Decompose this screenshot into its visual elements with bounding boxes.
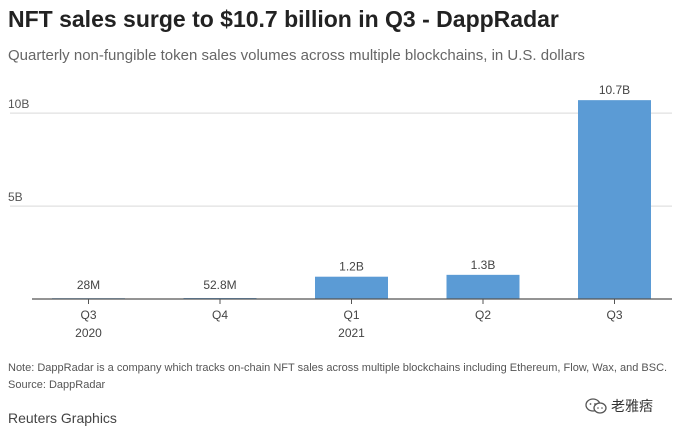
chat-bubble-icon [585, 398, 607, 414]
y-tick-label: 5B [8, 190, 23, 204]
x-tick-label: Q1 [343, 308, 359, 322]
data-label: 52.8M [203, 278, 236, 292]
chart-source: Source: DappRadar [8, 379, 106, 391]
axes: 5B 10B Q3 2020 Q4 Q1 2021 Q2 Q3 [8, 97, 672, 340]
x-tick-label: Q2 [475, 308, 491, 322]
chart-subtitle: Quarterly non-fungible token sales volum… [8, 47, 585, 64]
x-tick-year-label: 2021 [338, 326, 365, 340]
chart-note: Note: DappRadar is a company which track… [8, 362, 668, 374]
graphics-credit: Reuters Graphics [8, 410, 117, 426]
watermark: 老雅痞 [585, 396, 653, 416]
watermark-text: 老雅痞 [611, 398, 653, 414]
bar [578, 100, 651, 299]
bar [446, 274, 520, 299]
x-tick-year-label: 2020 [75, 326, 102, 340]
x-tick-label: Q4 [212, 308, 228, 322]
x-tick-label: Q3 [80, 308, 96, 322]
gridlines [10, 112, 672, 207]
chart-title: NFT sales surge to $10.7 billion in Q3 -… [8, 6, 559, 32]
data-label: 1.2B [339, 260, 364, 274]
bars [52, 100, 651, 299]
data-label: 28M [77, 278, 100, 292]
data-label: 10.7B [599, 83, 630, 97]
data-label: 1.3B [471, 258, 496, 272]
y-tick-label: 10B [8, 97, 29, 111]
bar [315, 276, 388, 299]
x-tick-label: Q3 [606, 308, 622, 322]
data-labels: 28M 52.8M 1.2B 1.3B 10.7B [77, 83, 630, 292]
